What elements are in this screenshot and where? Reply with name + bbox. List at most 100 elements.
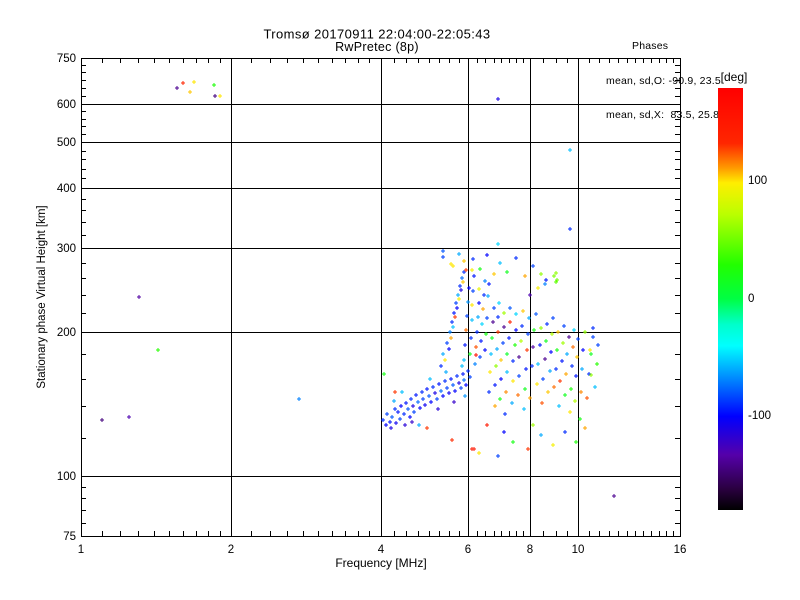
data-point bbox=[568, 148, 572, 152]
data-point bbox=[536, 362, 540, 366]
x-tick-label: 10 bbox=[572, 544, 585, 556]
plot-frame bbox=[81, 58, 681, 537]
y-tick-label: 75 bbox=[63, 531, 76, 543]
data-point bbox=[543, 357, 547, 361]
data-point bbox=[502, 325, 506, 329]
x-tick-label: 4 bbox=[378, 544, 385, 556]
data-point bbox=[510, 401, 514, 405]
data-point bbox=[452, 311, 456, 315]
data-point bbox=[435, 397, 439, 401]
data-point bbox=[589, 352, 593, 356]
data-point bbox=[513, 343, 517, 347]
data-point bbox=[517, 355, 521, 359]
axis-ticks bbox=[81, 58, 681, 537]
data-point bbox=[499, 358, 503, 362]
data-point bbox=[425, 426, 429, 430]
data-point bbox=[447, 391, 451, 395]
data-point bbox=[127, 415, 131, 419]
data-point bbox=[488, 370, 492, 374]
data-point bbox=[400, 390, 404, 394]
data-point bbox=[392, 399, 396, 403]
data-point bbox=[455, 374, 459, 378]
data-point bbox=[477, 451, 481, 455]
data-point bbox=[459, 288, 463, 292]
data-point bbox=[427, 394, 431, 398]
data-point bbox=[453, 315, 457, 319]
data-point bbox=[461, 372, 465, 376]
data-point bbox=[463, 394, 467, 398]
data-point bbox=[519, 339, 523, 343]
data-point bbox=[496, 454, 500, 458]
data-point bbox=[595, 362, 599, 366]
y-axis-title: Stationary phase Virtual Height [km] bbox=[36, 205, 48, 389]
data-point bbox=[439, 364, 443, 368]
data-point bbox=[493, 404, 497, 408]
data-point bbox=[568, 410, 572, 414]
data-point bbox=[589, 373, 593, 377]
data-point bbox=[381, 418, 385, 422]
data-point bbox=[539, 272, 543, 276]
data-point bbox=[551, 316, 555, 320]
data-point bbox=[527, 316, 531, 320]
data-point bbox=[470, 268, 474, 272]
data-point bbox=[516, 393, 520, 397]
data-point bbox=[479, 339, 483, 343]
data-point bbox=[418, 406, 422, 410]
data-point bbox=[585, 396, 589, 400]
data-point bbox=[507, 336, 511, 340]
data-point bbox=[517, 374, 521, 378]
data-point bbox=[572, 328, 576, 332]
data-point bbox=[501, 341, 505, 345]
data-point bbox=[548, 369, 552, 373]
data-point bbox=[451, 383, 455, 387]
data-point bbox=[100, 418, 104, 422]
data-point bbox=[498, 261, 502, 265]
data-point bbox=[429, 400, 433, 404]
data-point bbox=[523, 387, 527, 391]
data-point bbox=[558, 379, 562, 383]
data-point bbox=[455, 306, 459, 310]
data-point bbox=[477, 287, 481, 291]
data-point bbox=[487, 390, 491, 394]
data-point bbox=[417, 423, 421, 427]
data-point bbox=[471, 289, 475, 293]
data-point bbox=[486, 294, 490, 298]
data-point bbox=[181, 81, 185, 85]
data-point bbox=[465, 314, 469, 318]
data-point bbox=[458, 284, 462, 288]
data-point bbox=[478, 267, 482, 271]
data-point bbox=[544, 278, 548, 282]
data-point bbox=[541, 377, 545, 381]
data-point bbox=[443, 379, 447, 383]
data-point bbox=[571, 345, 575, 349]
data-point bbox=[460, 364, 464, 368]
data-point bbox=[552, 385, 556, 389]
data-point bbox=[433, 391, 437, 395]
data-point bbox=[485, 316, 489, 320]
data-point bbox=[463, 343, 467, 347]
data-point bbox=[402, 412, 406, 416]
data-point bbox=[439, 389, 443, 393]
data-point bbox=[554, 280, 558, 284]
data-point bbox=[489, 352, 493, 356]
colorbar-unit-label: [deg] bbox=[720, 70, 748, 84]
data-point bbox=[472, 447, 476, 451]
data-point bbox=[496, 330, 500, 334]
data-point bbox=[457, 297, 461, 301]
data-point bbox=[576, 337, 580, 341]
data-point bbox=[534, 312, 538, 316]
data-point bbox=[449, 336, 453, 340]
data-point bbox=[525, 348, 529, 352]
data-point bbox=[560, 359, 564, 363]
data-point bbox=[492, 306, 496, 310]
data-point bbox=[420, 390, 424, 394]
data-point bbox=[528, 396, 532, 400]
data-point bbox=[549, 350, 553, 354]
data-point bbox=[460, 276, 464, 280]
x-tick-label: 16 bbox=[674, 544, 687, 556]
data-point bbox=[408, 415, 412, 419]
data-point bbox=[412, 410, 416, 414]
data-point bbox=[474, 345, 478, 349]
data-point bbox=[428, 377, 432, 381]
data-point bbox=[482, 293, 486, 297]
